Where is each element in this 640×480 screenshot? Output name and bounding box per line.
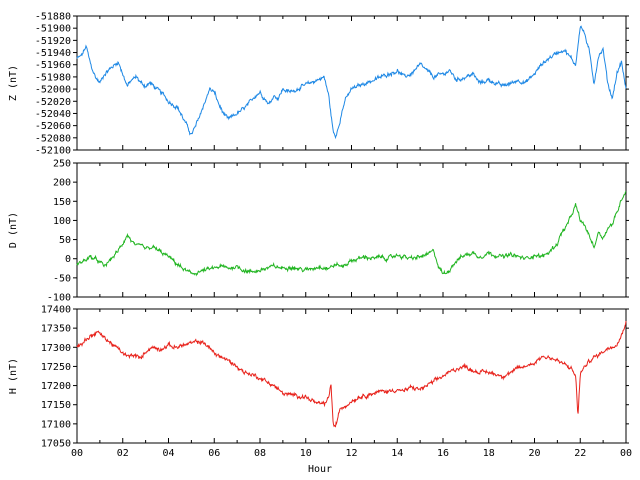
x-axis-label: Hour [308, 464, 332, 475]
y-tick-label: 150 [53, 197, 71, 208]
y-tick-label: -51960 [35, 60, 71, 71]
y-tick-label: 17150 [41, 400, 71, 411]
y-axis-label: H (nT) [8, 358, 19, 394]
panel-frame [76, 15, 627, 151]
y-tick-label: -52080 [35, 133, 71, 144]
x-tick-label: 00 [620, 448, 632, 459]
x-tick-label: 18 [483, 448, 495, 459]
panel-h: 17400 17350 17300 17250 17200 17150 17100 17050… [8, 305, 629, 450]
x-tick-label: 10 [300, 448, 312, 459]
x-tick-label: 14 [391, 448, 403, 459]
y-axis-label: D (nT) [8, 212, 19, 248]
y-tick-label: -51880 [35, 12, 71, 23]
y-tick-label: -52060 [35, 121, 71, 132]
x-tick-label: 06 [208, 448, 220, 459]
y-tick-label: -51940 [35, 48, 71, 59]
panel-frame [76, 308, 627, 444]
x-tick-label: 02 [117, 448, 129, 459]
series-d-line [76, 191, 627, 277]
x-tick-label: 22 [574, 448, 586, 459]
y-tick-label: -51980 [35, 72, 71, 83]
y-tick-label: 200 [53, 178, 71, 189]
y-tick-label: 100 [53, 216, 71, 227]
y-tick-label: -51920 [35, 36, 71, 47]
y-tick-label: -52000 [35, 85, 71, 96]
panel-z: -51880-51900-51920-51940-51960-51980 -520… [8, 12, 629, 157]
y-tick-label: -52100 [35, 146, 71, 157]
y-tick-label: 17250 [41, 362, 71, 373]
y-tick-label: 17200 [41, 381, 71, 392]
y-tick-label: -50 [53, 273, 71, 284]
y-tick-label: 17300 [41, 343, 71, 354]
y-tick-label: 50 [59, 235, 71, 246]
y-tick-label: -51900 [35, 24, 71, 35]
y-tick-label: -52020 [35, 97, 71, 108]
y-tick-label: -100 [47, 293, 71, 304]
y-tick-label: 17100 [41, 419, 71, 430]
series-h-line [76, 320, 627, 428]
panels-group: -51880-51900-51920-51940-51960-51980 -520… [8, 12, 632, 460]
x-tick-label: 00 [71, 448, 83, 459]
panel-d: 250 200 150 100 50 0 -50 -100 D (nT) [8, 159, 629, 304]
y-tick-label: 250 [53, 159, 71, 170]
series-z-line [76, 25, 627, 140]
x-tick-label: 12 [345, 448, 357, 459]
y-tick-label: 0 [65, 254, 71, 265]
y-tick-label: 17350 [41, 324, 71, 335]
x-tick-label: 20 [528, 448, 540, 459]
x-tick-label: 16 [437, 448, 449, 459]
panel-frame [76, 162, 627, 298]
y-axis-label: Z (nT) [8, 65, 19, 101]
y-tick-label: 17400 [41, 305, 71, 316]
x-tick-label: 08 [254, 448, 266, 459]
x-tick-label: 04 [162, 448, 174, 459]
y-tick-label: 17050 [41, 439, 71, 450]
y-tick-label: -52040 [35, 109, 71, 120]
